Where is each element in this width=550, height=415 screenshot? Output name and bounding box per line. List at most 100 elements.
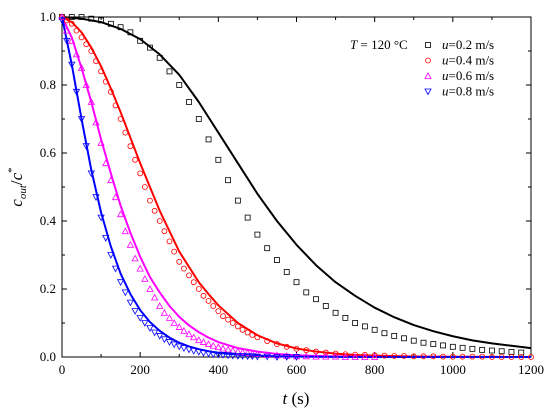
data-point [111, 193, 120, 201]
data-point [131, 308, 139, 315]
tick-labels: 0 200 400 600 800 1000 1200 0.0 0.2 0.4 0.6 0.8 1.0 [40, 9, 544, 377]
data-point [199, 350, 208, 357]
data-point [370, 353, 379, 360]
data-point [243, 353, 252, 361]
data-point [116, 210, 125, 218]
data-point [77, 116, 86, 123]
data-point [87, 98, 95, 105]
data-point [92, 194, 100, 202]
data-point [180, 326, 188, 334]
fit-lines [61, 16, 532, 358]
data-point [215, 156, 222, 163]
x-tick-label: 200 [130, 362, 150, 377]
data-point [156, 302, 164, 309]
data-point [518, 354, 525, 360]
data-point [68, 14, 75, 20]
x-tick-label: 0 [59, 362, 66, 377]
data-point [156, 218, 163, 224]
data-point [156, 54, 163, 61]
data-point [116, 279, 125, 287]
data-point [160, 308, 169, 316]
temperature-annotation: T = 120 °C [350, 37, 408, 52]
data-point [371, 326, 378, 333]
legend-marker-2 [425, 57, 431, 64]
data-point [147, 197, 153, 204]
data-point [209, 351, 217, 359]
data-point [210, 303, 217, 309]
data-point [112, 102, 119, 109]
data-point [161, 228, 168, 235]
data-point [170, 341, 178, 349]
data-point [176, 258, 183, 265]
data-point [332, 350, 339, 357]
series-4-points [58, 17, 301, 361]
data-point [234, 347, 242, 355]
data-point [127, 29, 134, 36]
data-point [204, 350, 213, 358]
data-point [331, 352, 340, 360]
data-point [469, 345, 476, 352]
data-point [215, 308, 222, 315]
data-point [97, 214, 105, 222]
data-point [98, 68, 104, 75]
legend-marker-4 [424, 88, 432, 96]
data-point [292, 352, 301, 360]
data-point [313, 296, 319, 303]
x-tick-label: 1200 [518, 362, 544, 377]
data-point [204, 340, 213, 347]
data-point [87, 170, 95, 178]
y-tick-label: 0.8 [40, 77, 56, 92]
data-point [293, 345, 300, 352]
data-point [459, 344, 466, 351]
data-point [371, 352, 378, 359]
svg-text:cout/c*: cout/c* [6, 167, 29, 206]
data-point [303, 289, 310, 296]
data-point [274, 341, 280, 347]
data-point [160, 336, 169, 344]
x-tick-label: 400 [209, 362, 229, 377]
data-point [238, 353, 247, 360]
data-point [82, 143, 90, 151]
data-point [126, 240, 135, 248]
data-point [225, 177, 232, 184]
data-point [283, 354, 291, 361]
data-point [253, 353, 262, 361]
data-point [63, 26, 71, 34]
data-point [185, 346, 193, 354]
data-point [98, 17, 104, 24]
data-point [342, 314, 349, 321]
data-point [234, 197, 241, 204]
data-point [72, 88, 81, 96]
data-point [248, 349, 257, 357]
data-point [479, 353, 486, 360]
data-point [180, 345, 188, 352]
data-point [322, 349, 329, 356]
data-point [88, 15, 95, 22]
data-point [302, 352, 310, 360]
data-point [132, 156, 138, 163]
data-point [263, 353, 271, 361]
data-point [195, 348, 203, 356]
data-point [361, 323, 368, 330]
data-point [190, 347, 198, 355]
data-point [199, 338, 208, 345]
data-point [238, 348, 247, 356]
legend-label-4: u=0.8 m/s [442, 84, 494, 99]
data-point [283, 352, 291, 359]
data-point [352, 351, 359, 358]
plot-frame [61, 16, 532, 358]
data-point [117, 24, 124, 31]
y-tick-label: 0.0 [40, 349, 56, 364]
y-tick-label: 0.2 [40, 281, 56, 296]
data-point [469, 353, 476, 360]
data-point [147, 44, 153, 51]
data-point [220, 313, 226, 320]
data-point [78, 34, 85, 41]
data-point [131, 254, 139, 262]
data-point [214, 343, 223, 351]
data-point [205, 136, 212, 143]
data-point [88, 48, 95, 54]
data-point [391, 353, 398, 359]
x-axis-title: t (s) [283, 389, 310, 408]
data-point [181, 265, 187, 272]
